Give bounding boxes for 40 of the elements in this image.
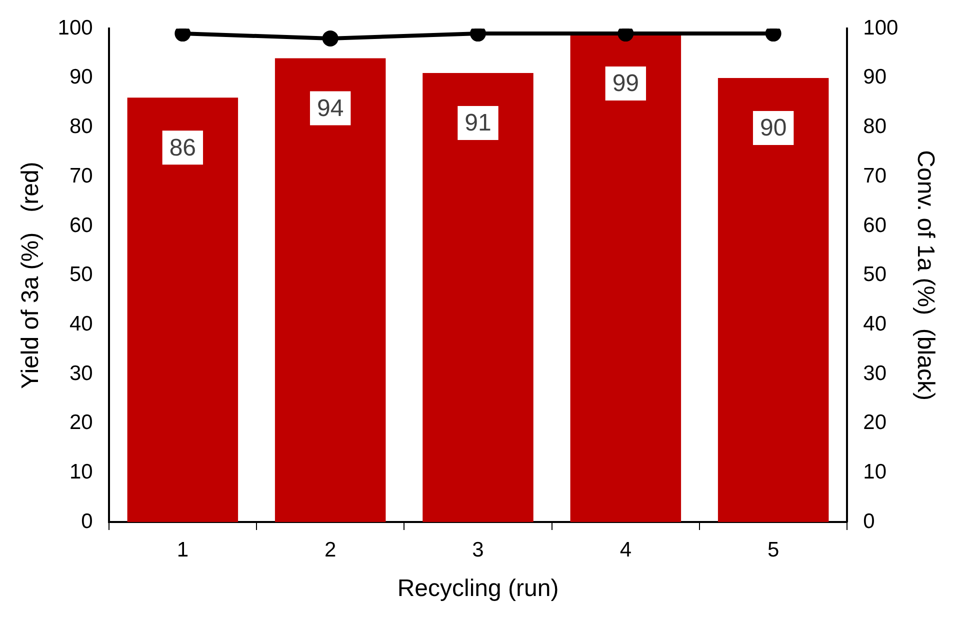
bar [422, 73, 534, 522]
y-tick-label: 10 [69, 460, 93, 484]
y2-tick-label: 30 [863, 362, 887, 385]
y-tick-label: 20 [69, 411, 93, 434]
bar [570, 34, 682, 522]
y-tick-label: 30 [69, 362, 93, 385]
data-label: 91 [464, 110, 492, 137]
bar [718, 78, 829, 522]
y2-tick-label: 40 [863, 312, 887, 336]
y2-tick-label: 80 [863, 115, 887, 138]
y2-tick-label: 20 [863, 411, 887, 434]
y2-axis-title: Conv. of 1a (%) (black) [912, 150, 939, 400]
data-label: 99 [612, 70, 640, 98]
y-tick-label: 40 [69, 312, 93, 336]
y-tick-label: 60 [69, 214, 93, 237]
x-tick-label: 1 [176, 538, 189, 562]
bar [127, 98, 238, 522]
y2-tick-label: 90 [863, 66, 887, 89]
y-tick-label: 80 [69, 115, 93, 138]
data-label: 86 [169, 134, 196, 162]
y2-tick-label: 70 [863, 164, 887, 188]
x-tick-label: 4 [620, 538, 632, 562]
x-tick-label: 5 [767, 538, 780, 562]
y-tick-label: 70 [69, 164, 93, 188]
y-tick-label: 90 [69, 66, 93, 89]
y-tick-label: 0 [81, 510, 93, 533]
y-tick-label: 100 [58, 16, 93, 40]
y-axis-title: Yield of 3a (%) (red) [17, 162, 44, 389]
y2-tick-label: 100 [863, 16, 898, 40]
x-axis-title: Recycling (run) [397, 575, 559, 602]
x-tick-label: 3 [472, 538, 484, 562]
data-label: 90 [760, 114, 787, 142]
bar [274, 58, 386, 522]
x-tick-label: 2 [324, 538, 336, 562]
y2-tick-label: 60 [863, 214, 887, 237]
data-label: 94 [316, 94, 344, 122]
y2-tick-label: 0 [863, 510, 875, 533]
y2-tick-label: 50 [863, 263, 887, 286]
y-tick-label: 50 [69, 263, 93, 286]
y2-tick-label: 10 [863, 460, 887, 484]
